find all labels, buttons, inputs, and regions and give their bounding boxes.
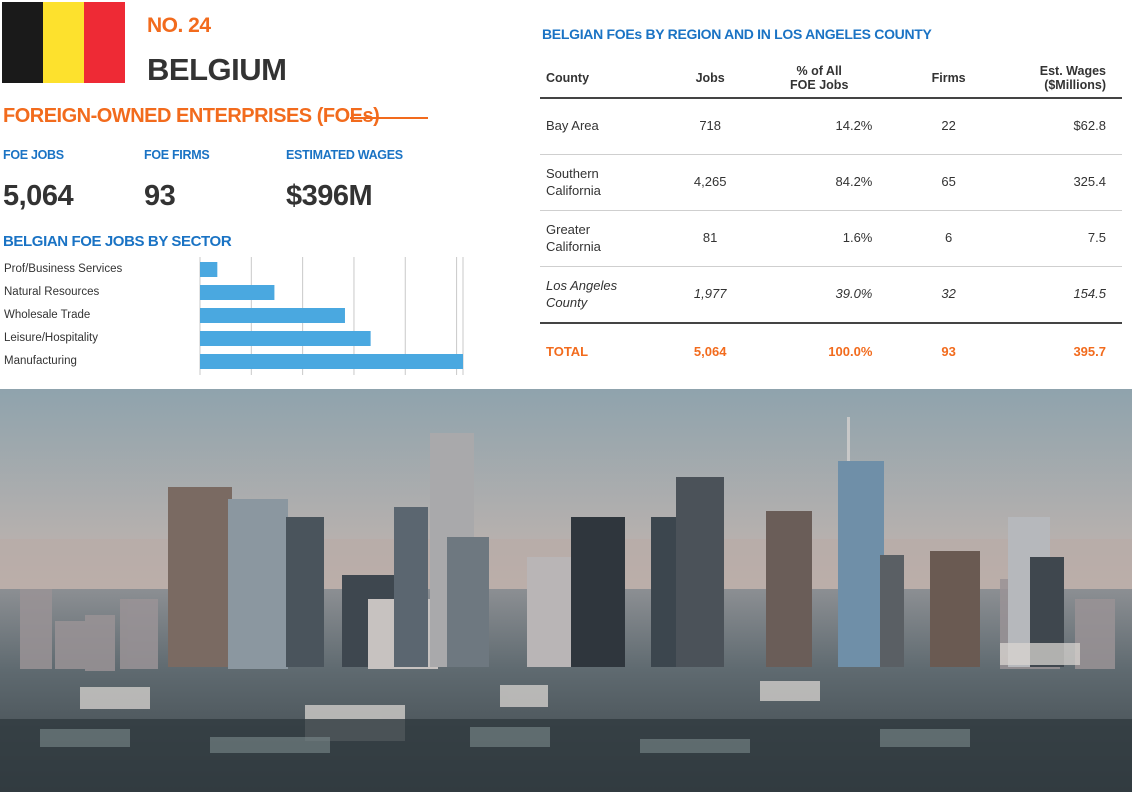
header-wages: Est. Wages ($Millions)	[1006, 59, 1122, 99]
header-wages-line2: ($Millions)	[1044, 78, 1106, 92]
category-label: Natural Resources	[4, 286, 99, 298]
flag-stripe-yellow	[43, 2, 84, 83]
title-rule	[350, 117, 428, 119]
cell-firms: 22	[890, 98, 1007, 155]
table-row: Greater California 81 1.6% 6 7.5	[540, 210, 1122, 267]
header-pct-line2: FOE Jobs	[790, 78, 849, 92]
table-total-row: TOTAL 5,064 100.0% 93 395.7	[540, 323, 1122, 380]
cell-county: Greater California	[540, 210, 661, 267]
cell-county: Los Angeles County	[540, 266, 661, 324]
cell-county: Southern California	[540, 154, 661, 211]
bar-prof-business-services	[200, 262, 218, 277]
cell-wages: 154.5	[1006, 266, 1122, 324]
bar-natural-resources	[200, 285, 275, 300]
belgium-flag	[2, 2, 125, 83]
flag-stripe-red	[84, 2, 125, 83]
cell-jobs: 4,265	[660, 154, 761, 211]
county-line2: California	[546, 238, 601, 254]
total-label: TOTAL	[546, 343, 589, 359]
country-rank: NO. 24	[147, 14, 211, 37]
total-pct: 100.0%	[828, 343, 873, 359]
cell-jobs: 718	[660, 98, 761, 155]
total-firms: 93	[941, 343, 956, 359]
table-row: Bay Area 718 14.2% 22 $62.8	[540, 98, 1122, 155]
cell-firms: 6	[890, 210, 1007, 267]
total-wages: 395.7	[1073, 343, 1106, 359]
cell-wages: 325.4	[1006, 154, 1122, 211]
header-firms: Firms	[890, 59, 1007, 99]
cell-pct: 39.0%	[760, 266, 891, 324]
category-label: Manufacturing	[4, 355, 77, 367]
county-line1: Southern	[546, 165, 599, 181]
cell-jobs: 1,977	[660, 266, 761, 324]
bar-leisure-hospitality	[200, 331, 371, 346]
table-row-la-county: Los Angeles County 1,977 39.0% 32 154.5	[540, 266, 1122, 324]
cell-wages: 7.5	[1006, 210, 1122, 267]
header-wages-line1: Est. Wages	[1039, 63, 1106, 78]
county-line2: County	[546, 294, 588, 310]
kpi-jobs-value: 5,064	[3, 180, 74, 212]
kpi-jobs-label: FOE JOBS	[3, 148, 64, 162]
sector-chart-title: BELGIAN FOE JOBS BY SECTOR	[3, 233, 232, 250]
header-jobs: Jobs	[660, 59, 761, 99]
cell-wages: $62.8	[1006, 98, 1122, 155]
category-label: Prof/Business Services	[4, 263, 122, 275]
cell-pct: 84.2%	[760, 154, 891, 211]
los-angeles-skyline-photo	[0, 389, 1132, 792]
cell-pct: 14.2%	[760, 98, 891, 155]
header-pct-line1: % of All	[796, 63, 842, 78]
county-line1: Greater	[546, 221, 591, 237]
cell-pct: 1.6%	[760, 210, 891, 267]
kpi-wages-value: $396M	[286, 180, 373, 212]
table-row: Southern California 4,265 84.2% 65 325.4	[540, 154, 1122, 211]
category-label: Leisure/Hospitality	[4, 332, 98, 344]
table-header-row: County Jobs % of All FOE Jobs Firms Est. …	[540, 59, 1122, 99]
sector-bar-chart: Prof/Business Services Natural Resources W…	[4, 257, 464, 375]
cell-jobs: 81	[660, 210, 761, 267]
bar-wholesale-trade	[200, 308, 345, 323]
category-label: Wholesale Trade	[4, 309, 90, 321]
total-jobs: 5,064	[693, 343, 727, 359]
cell-firms: 65	[890, 154, 1007, 211]
county-line1: Bay Area	[546, 118, 599, 134]
cell-firms: 32	[890, 266, 1007, 324]
flag-stripe-black	[2, 2, 43, 83]
kpi-firms-value: 93	[144, 180, 176, 212]
country-name: BELGIUM	[147, 52, 287, 87]
foe-section-title: FOREIGN-OWNED ENTERPRISES (FOEs)	[3, 105, 380, 127]
region-table-title: BELGIAN FOEs BY REGION AND IN LOS ANGELE…	[542, 26, 932, 42]
bar-manufacturing	[200, 354, 463, 369]
header-county: County	[540, 59, 661, 99]
county-line1: Los Angeles	[546, 277, 618, 293]
cell-county: Bay Area	[540, 98, 661, 155]
header-pct: % of All FOE Jobs	[760, 59, 891, 99]
kpi-firms-label: FOE FIRMS	[144, 148, 210, 162]
kpi-wages-label: ESTIMATED WAGES	[286, 148, 403, 162]
county-line2: California	[546, 182, 601, 198]
region-table: County Jobs % of All FOE Jobs Firms Est. …	[540, 59, 1122, 380]
